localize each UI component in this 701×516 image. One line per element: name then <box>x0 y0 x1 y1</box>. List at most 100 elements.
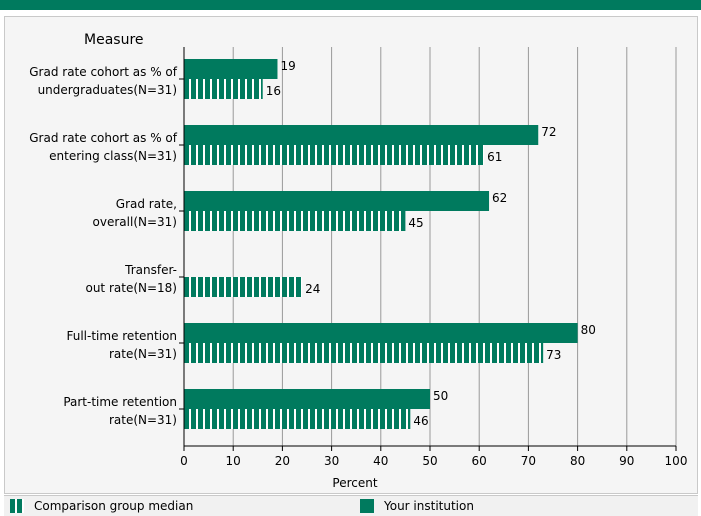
legend-label-institution: Your institution <box>384 499 474 513</box>
comparison-bar-stripe <box>219 343 224 363</box>
comparison-bar-stripe <box>324 343 329 363</box>
bars <box>184 59 578 429</box>
labels: Grad rate cohort as % of undergraduates(N… <box>29 59 596 428</box>
x-tick-label: 30 <box>324 454 339 468</box>
comparison-bar-stripe <box>366 145 371 165</box>
category-label: Transfer- <box>124 263 177 277</box>
comparison-bar-stripe <box>296 145 301 165</box>
comparison-bar-stripe <box>380 145 385 165</box>
comparison-bar-stripe <box>534 343 539 363</box>
x-tick-label: 80 <box>570 454 585 468</box>
comparison-bar-stripe <box>352 211 357 231</box>
x-tick-label: 90 <box>619 454 634 468</box>
comparison-bar-stripe <box>191 409 196 429</box>
comparison-bar-stripe <box>296 343 301 363</box>
comparison-bar-stripe <box>387 145 392 165</box>
x-tick-label: 50 <box>422 454 437 468</box>
legend-label-comparison: Comparison group median <box>34 499 194 513</box>
comparison-bar-stripe <box>240 211 245 231</box>
comparison-bar-stripe <box>212 145 217 165</box>
comparison-bar-stripe <box>254 409 259 429</box>
legend: Comparison group median Your institution <box>4 495 698 516</box>
category-label: out rate(N=18) <box>85 281 177 295</box>
comparison-bar-stripe <box>226 343 231 363</box>
comparison-bar-stripe <box>317 145 322 165</box>
comparison-bar-stripe <box>415 343 420 363</box>
comparison-bar-stripe <box>310 145 315 165</box>
comparison-bar-stripe <box>331 211 336 231</box>
comparison-bar-stripe <box>184 79 189 99</box>
institution-bar <box>184 323 578 343</box>
comparison-bar-stripe <box>233 277 238 297</box>
institution-value-label: 72 <box>541 125 556 139</box>
legend-item-institution: Your institution <box>360 499 474 513</box>
institution-bar <box>184 59 278 79</box>
comparison-bar-stripe <box>289 409 294 429</box>
x-tick-label: 0 <box>180 454 188 468</box>
comparison-bar-stripe <box>198 79 203 99</box>
comparison-bar-stripe <box>359 343 364 363</box>
category-label: Grad rate cohort as % of <box>29 65 178 79</box>
x-axis-title: Percent <box>332 476 377 490</box>
institution-bar <box>184 125 539 145</box>
comparison-bar-stripe <box>401 145 406 165</box>
comparison-bar-stripe <box>184 343 189 363</box>
comparison-value-label: 24 <box>305 282 320 296</box>
y-axis-title: Measure <box>84 32 144 48</box>
comparison-bar-stripe <box>219 145 224 165</box>
comparison-bar-stripe <box>261 409 266 429</box>
x-tick-label: 60 <box>472 454 487 468</box>
comparison-bar-stripe <box>324 145 329 165</box>
comparison-bar <box>184 79 263 99</box>
comparison-bar-stripe <box>275 409 280 429</box>
comparison-bar-stripe <box>408 409 411 429</box>
category-label: undergraduates(N=31) <box>38 83 177 97</box>
comparison-bar-stripe <box>240 277 245 297</box>
institution-value-label: 62 <box>492 191 507 205</box>
comparison-bar-stripe <box>436 343 441 363</box>
comparison-bar-stripe <box>345 409 350 429</box>
comparison-bar-stripe <box>457 145 462 165</box>
comparison-bar-stripe <box>219 211 224 231</box>
comparison-bar-stripe <box>492 343 497 363</box>
comparison-bar-stripe <box>457 343 462 363</box>
comparison-bar-stripe <box>247 145 252 165</box>
comparison-bar-stripe <box>261 343 266 363</box>
comparison-bar-stripe <box>394 211 399 231</box>
comparison-bar-stripe <box>226 211 231 231</box>
comparison-bar-stripe <box>338 409 343 429</box>
category-label: Grad rate, <box>116 197 177 211</box>
comparison-bar-stripe <box>366 409 371 429</box>
comparison-bar-stripe <box>205 211 210 231</box>
comparison-bar-stripe <box>401 343 406 363</box>
comparison-bar-stripe <box>310 409 315 429</box>
comparison-bar-stripe <box>366 211 371 231</box>
comparison-bar-stripe <box>275 343 280 363</box>
comparison-bar-stripe <box>282 409 287 429</box>
comparison-bar-stripe <box>352 343 357 363</box>
comparison-bar-stripe <box>443 145 448 165</box>
comparison-bar-stripe <box>261 277 266 297</box>
comparison-bar-stripe <box>499 343 504 363</box>
comparison-bar-stripe <box>198 409 203 429</box>
comparison-bar-stripe <box>345 211 350 231</box>
comparison-bar-stripe <box>191 145 196 165</box>
category-label: overall(N=31) <box>93 215 177 229</box>
comparison-bar-stripe <box>366 343 371 363</box>
comparison-bar-stripe <box>387 343 392 363</box>
comparison-bar-stripe <box>415 145 420 165</box>
comparison-bar-stripe <box>464 145 469 165</box>
comparison-value-label: 73 <box>546 348 561 362</box>
comparison-bar-stripe <box>289 211 294 231</box>
comparison-bar-stripe <box>282 211 287 231</box>
comparison-bar-stripe <box>205 343 210 363</box>
comparison-bar-stripe <box>268 277 273 297</box>
comparison-value-label: 46 <box>413 414 428 428</box>
comparison-bar-stripe <box>184 277 189 297</box>
comparison-bar-stripe <box>317 211 322 231</box>
comparison-bar-stripe <box>254 145 259 165</box>
comparison-bar-stripe <box>268 343 273 363</box>
comparison-bar-stripe <box>436 145 441 165</box>
comparison-bar-stripe <box>240 79 245 99</box>
comparison-bar-stripe <box>268 409 273 429</box>
